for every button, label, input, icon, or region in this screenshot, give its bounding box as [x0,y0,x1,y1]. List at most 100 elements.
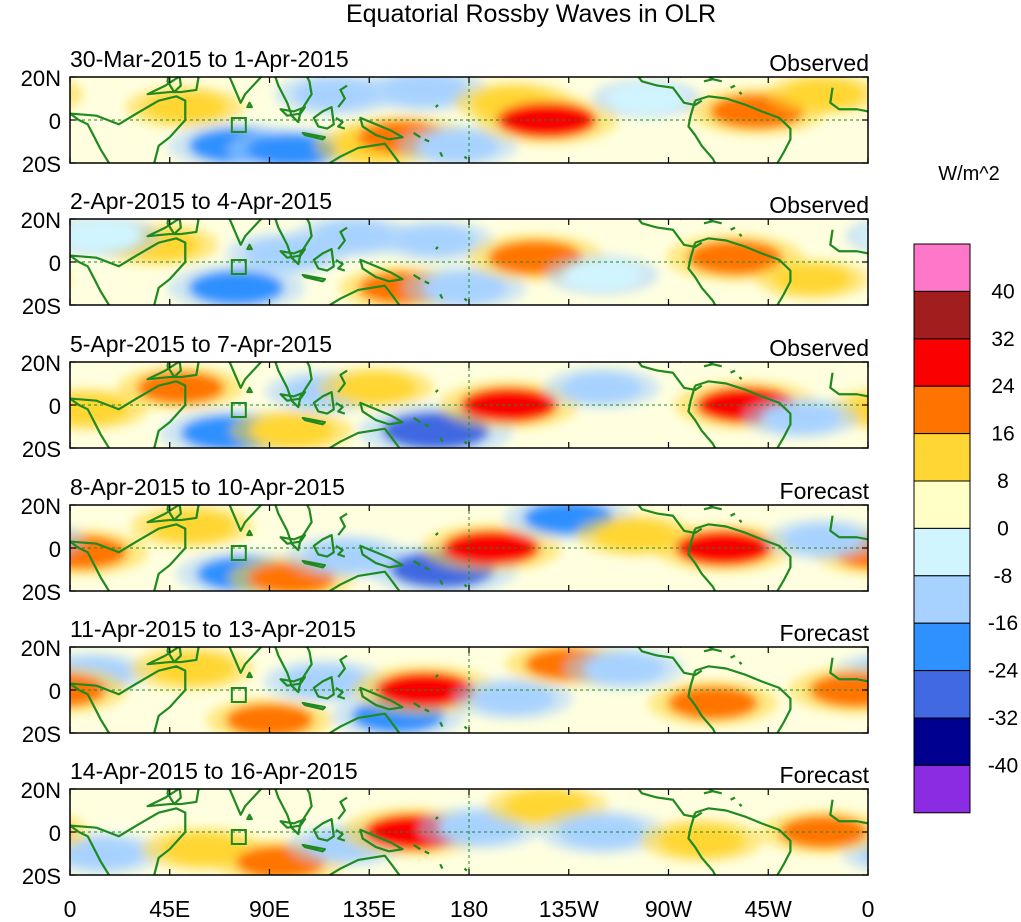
latitude-label: 20S [22,722,61,747]
negative-anomaly [563,260,641,290]
anomaly-core [70,544,102,561]
panels: 20N 0 20S 30-Mar-2015 to 1-Apr-2015 Observed… [0,46,1021,889]
latitude-label: 0 [49,821,61,846]
latitude-label: 20S [22,437,61,462]
negative-anomaly [0,403,44,433]
negative-anomaly [395,225,476,256]
latitude-label: 20N [21,494,61,519]
negative-anomaly [761,403,842,433]
anomaly-core [702,539,746,557]
anomaly-core [1013,137,1021,154]
positive-anomaly [659,825,745,857]
positive-anomaly [773,264,852,294]
colorbar-swatch [913,338,971,387]
positive-anomaly [225,704,314,733]
reference-box [230,829,247,845]
negative-anomaly [862,228,868,244]
colorbar-swatch [913,717,971,766]
colorbar-swatch [913,764,971,814]
panel-status: Observed [769,50,869,76]
anomaly-halo [845,219,868,253]
reference-box [230,259,247,275]
panel-date-range: 14-Apr-2015 to 16-Apr-2015 [70,758,358,784]
latitude-label: 20N [21,351,61,376]
anomaly-halo [940,827,1021,870]
colorbar-tick-label: -32 [988,707,1018,730]
latitude-label: 20S [22,580,61,605]
colorbar-tick-label: 32 [991,328,1014,351]
positive-anomaly [0,94,6,128]
reference-box [230,402,247,418]
latitude-label: 20S [22,864,61,889]
longitude-label: 180 [450,896,488,922]
anomaly-core [215,279,258,297]
negative-anomaly [562,373,642,403]
negative-anomaly [422,272,507,304]
colorbar-swatch [913,480,971,529]
negative-anomaly [312,221,395,252]
latitude-label: 20N [21,66,61,91]
negative-anomaly [608,84,684,113]
colorbar-tick-label: -40 [988,754,1018,777]
negative-anomaly [246,133,337,163]
colorbar-tick-label: 16 [991,423,1014,446]
negative-anomaly [783,524,864,555]
map-panel: 20N 0 20S 5-Apr-2015 to 7-Apr-2015 Observed [0,331,869,462]
colorbar-swatch [913,622,971,672]
longitude-label: 0 [862,896,875,922]
latitude-label: 0 [49,251,61,276]
latitude-label: 0 [49,109,61,134]
colorbar-tick-label: -16 [988,612,1018,635]
longitude-label: 0 [64,896,77,922]
panel-status: Observed [769,335,869,361]
map-panel: 20N 0 20S 14-Apr-2015 to 16-Apr-2015 Forecas… [21,758,1021,889]
latitude-label: 0 [49,679,61,704]
reference-box [230,117,247,133]
anomaly-core [735,102,779,120]
negative-anomaly [416,130,500,161]
colorbar-swatch [913,670,971,719]
colorbar-unit: W/m^2 [938,163,1000,185]
latitude-label: 0 [49,537,61,562]
panel-status: Forecast [780,620,870,646]
latitude-label: 20S [22,294,61,319]
positive-anomaly [137,371,225,404]
anomaly-halo [924,86,1021,128]
panel-date-range: 8-Apr-2015 to 10-Apr-2015 [70,474,345,500]
latitude-label: 20S [22,152,61,177]
latitude-label: 20N [21,778,61,803]
panel-status: Observed [769,192,869,218]
positive-anomaly [249,415,335,447]
colorbar-swatch [913,575,971,624]
longitude-label: 45E [149,896,190,922]
negative-anomaly [381,77,469,106]
anomaly-core [411,421,460,441]
positive-anomaly [942,92,1021,122]
longitude-label: 90E [249,896,290,922]
colorbar-tick-label: -24 [988,660,1019,683]
positive-anomaly [335,373,416,403]
panel-date-range: 2-Apr-2015 to 4-Apr-2015 [70,188,332,214]
longitude-axis: 0 45E 90E 135E 180 135W 90W 45W 0 [64,896,875,922]
panel-date-range: 30-Mar-2015 to 1-Apr-2015 [70,46,349,72]
colorbar-swatch [913,385,971,435]
longitude-label: 45W [745,896,793,922]
panel-status: Forecast [780,478,870,504]
colorbar-swatch [913,290,971,340]
map-panel: 20N 0 20S 2-Apr-2015 to 4-Apr-2015 Observed [21,188,869,319]
longitude-label: 90W [645,896,693,922]
anomaly-halo [70,80,84,108]
reference-box [230,545,247,561]
colorbar-tick-label: -8 [994,565,1013,588]
negative-anomaly [987,129,1021,163]
positive-anomaly [780,816,868,848]
positive-anomaly [959,834,1021,865]
colorbar-tick-label: 40 [991,280,1014,303]
panel-date-range: 5-Apr-2015 to 7-Apr-2015 [70,331,332,357]
anomaly-halo [0,380,20,430]
negative-anomaly [582,653,666,684]
anomaly-core [713,249,757,267]
positive-anomaly [70,394,129,425]
positive-anomaly [668,686,758,720]
